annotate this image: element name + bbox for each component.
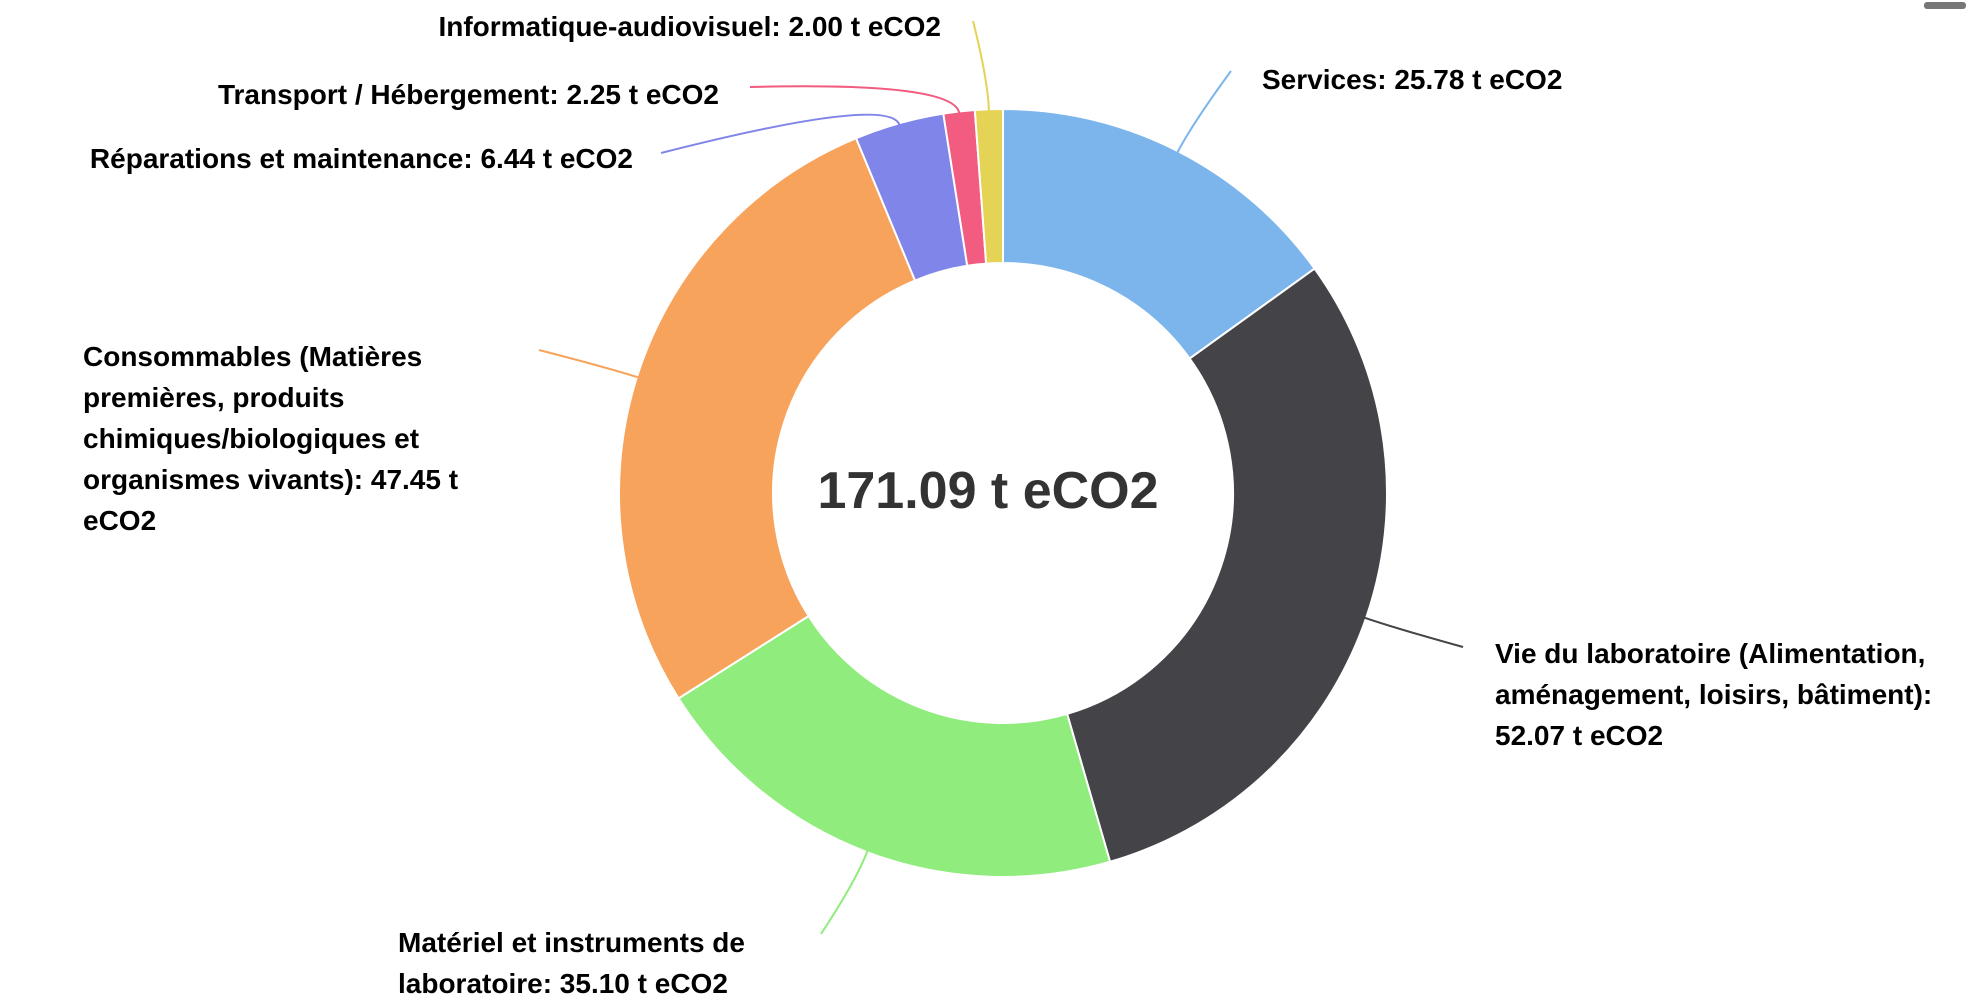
data-label: Informatique-audiovisuel: 2.00 t eCO2: [438, 11, 941, 42]
connector: [1176, 70, 1232, 154]
connector: [972, 20, 990, 112]
connector: [749, 85, 961, 114]
donut-slice: [973, 107, 1004, 265]
connector: [1363, 616, 1464, 648]
donut-slice: [1065, 267, 1388, 864]
connector: [660, 113, 901, 154]
data-label: Services: 25.78 t eCO2: [1262, 64, 1563, 95]
data-label: Transport / Hébergement: 2.25 t eCO2: [217, 79, 719, 110]
connector: [538, 349, 640, 379]
scrollbar: [1924, 2, 1966, 9]
data-label: Consommables (Matières premières, produi…: [83, 341, 459, 536]
data-label: Vie du laboratoire (Alimentation, aménag…: [1495, 638, 1933, 751]
data-label: Réparations et maintenance: 6.44 t eCO2: [89, 143, 633, 174]
center-label: 171.09 t eCO2: [817, 462, 1158, 520]
donut-slice: [677, 614, 1112, 878]
data-label: Matériel et instruments de laboratoire: …: [398, 927, 745, 998]
connector: [820, 849, 869, 935]
donut-slice: [1002, 107, 1317, 361]
donut-slice: [618, 136, 917, 700]
